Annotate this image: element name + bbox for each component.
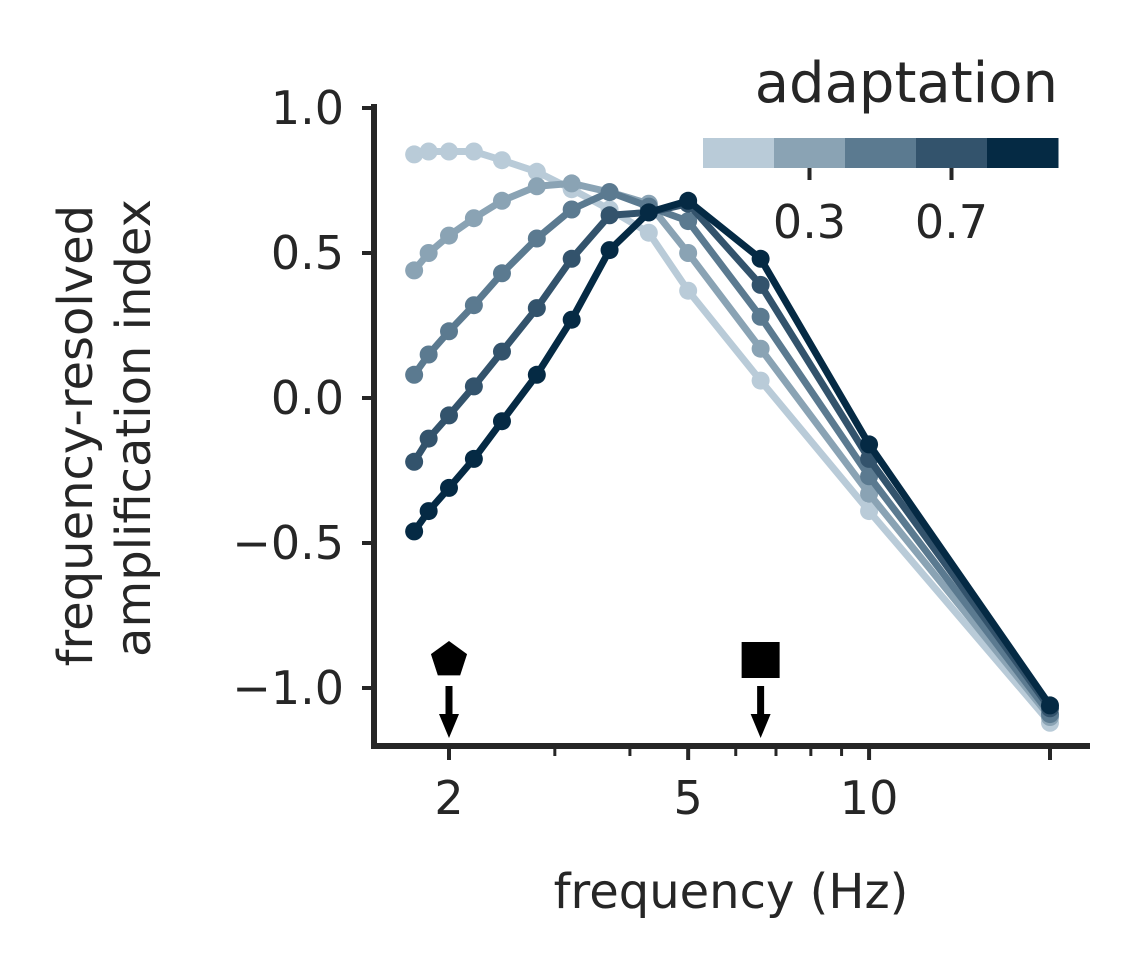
series-point [679,191,698,210]
series-point [527,229,546,248]
series-point [1041,696,1059,715]
x-tick-label: 5 [674,771,703,825]
series-point [751,371,770,390]
series-point [527,177,546,196]
colorbar-tick-label: 0.7 [915,195,988,249]
series-point [419,502,438,521]
series-point [405,452,424,471]
y-tick-label: −0.5 [232,516,344,570]
pentagon-marker [430,641,468,738]
series-point [751,339,770,358]
series-point [562,249,581,268]
colorbar-title: adaptation [755,51,1058,116]
y-tick-label: 0.0 [271,371,344,425]
y-axis-label: frequency-resolved amplification index [48,190,162,667]
series-point [679,212,698,231]
series-5 [405,191,1059,715]
series-point [440,478,458,497]
colorbar-cell [703,138,775,168]
series-point [639,203,658,222]
colorbar-cell [845,138,917,168]
colorbar: adaptation 0.3 0.7 [703,51,1059,249]
colorbar-cell [916,138,988,168]
x-axis-label: frequency (Hz) [554,864,909,920]
series-point [639,223,658,242]
colorbar-cell [987,138,1059,168]
series-point [492,151,511,170]
y-tick-label: 1.0 [271,81,344,135]
series-point [419,345,438,364]
y-tick-label: 0.5 [271,226,344,280]
series-point [419,244,438,262]
series-point [751,307,770,326]
series-point [464,377,483,396]
series-point [751,275,770,294]
series-point [464,449,483,468]
series-point [464,296,483,315]
y-axis-label-line-2: amplification index [106,199,162,657]
series-point [679,281,698,300]
series-point [492,264,511,283]
x-tick-label: 2 [434,771,463,825]
series-point [562,310,581,329]
series-point [562,174,581,193]
series-point [464,142,483,161]
series-point [405,261,424,280]
series-point [405,145,424,164]
square-marker [741,642,780,738]
y-tick-label: −1.0 [232,661,344,715]
series-point [860,502,879,521]
series-point [492,412,511,431]
series-point [440,406,458,425]
series-point [600,241,619,260]
series-point [492,342,511,361]
series-point [751,249,770,268]
series-point [405,365,424,384]
series-point [860,435,879,454]
pentagon-icon [430,641,468,676]
y-axis-label-line-1: frequency-resolved [48,205,104,667]
series-point [440,322,458,341]
series-point [679,244,698,262]
series-point [440,142,458,161]
series-point [860,467,879,486]
series-3 [405,183,1059,724]
down-arrow-icon [439,714,459,738]
series-point [527,162,546,181]
colorbar-cell [774,138,846,168]
series-point [405,522,424,541]
series-point [464,209,483,228]
series-point [419,142,438,161]
series-point [492,191,511,210]
square-icon [741,642,780,678]
series-point [860,484,879,503]
x-tick-label: 10 [840,771,899,825]
down-arrow-icon [750,714,771,738]
series-point [527,365,546,384]
series-point [600,183,619,202]
series-point [600,206,619,225]
series-point [440,226,458,245]
series-point [562,200,581,219]
axes: 1.0 0.5 0.0 −0.5 −1.0 2 5 10 frequency (Hz) fr… [48,81,1090,920]
colorbar-tick-label: 0.3 [773,195,846,249]
series-point [527,299,546,318]
series-point [419,429,438,448]
